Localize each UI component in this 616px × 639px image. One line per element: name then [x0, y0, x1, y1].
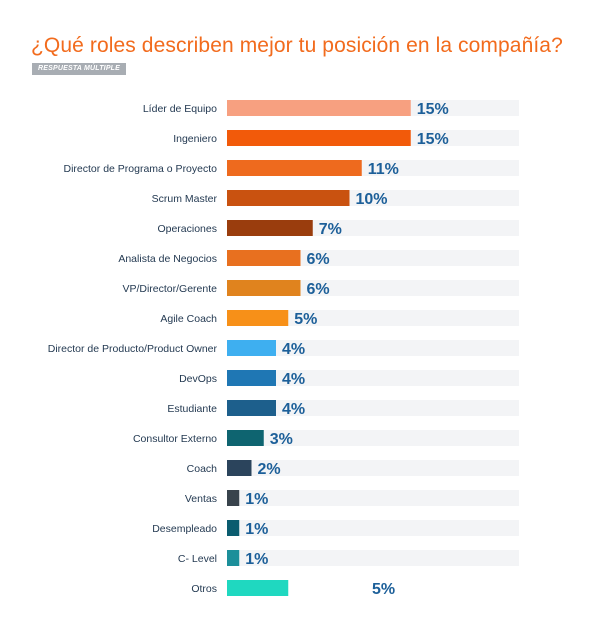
bar-c-level: [227, 550, 240, 566]
bar-analista-de-negocios: [227, 250, 301, 266]
value-label-ingeniero: 15%: [417, 131, 449, 148]
value-label-lider-de-equipo: 15%: [417, 101, 449, 118]
bar-track-coach: [227, 460, 519, 476]
bar-director-de-programa-o-proyecto: [227, 160, 362, 176]
category-label-coach: Coach: [187, 463, 218, 475]
category-label-ingeniero: Ingeniero: [173, 133, 217, 145]
value-label-director-de-programa-o-proyecto: 11%: [368, 161, 399, 178]
bar-agile-coach: [227, 310, 289, 326]
category-label-analista-de-negocios: Analista de Negocios: [118, 253, 217, 265]
category-label-vp-director-gerente: VP/Director/Gerente: [122, 283, 217, 295]
category-label-devops: DevOps: [179, 373, 217, 385]
bar-track-devops: [227, 370, 519, 386]
category-label-director-de-programa-o-proyecto: Director de Programa o Proyecto: [64, 163, 218, 175]
value-label-ventas: 1%: [245, 491, 268, 508]
value-label-analista-de-negocios: 6%: [307, 251, 330, 268]
value-label-devops: 4%: [282, 371, 305, 388]
bar-desempleado: [227, 520, 240, 536]
bar-devops: [227, 370, 276, 386]
category-label-scrum-master: Scrum Master: [152, 193, 218, 205]
bar-consultor-externo: [227, 430, 264, 446]
category-label-lider-de-equipo: Líder de Equipo: [143, 103, 217, 115]
value-label-coach: 2%: [258, 461, 281, 478]
bar-track-ventas: [227, 490, 519, 506]
value-label-desempleado: 1%: [245, 521, 268, 538]
chart-title: ¿Qué roles describen mejor tu posición e…: [31, 34, 563, 57]
bar-otros: [227, 580, 289, 596]
bar-track-c-level: [227, 550, 519, 566]
value-label-scrum-master: 10%: [356, 191, 388, 208]
value-label-otros: 5%: [372, 581, 395, 598]
category-label-estudiante: Estudiante: [167, 403, 217, 415]
bar-estudiante: [227, 400, 276, 416]
category-label-agile-coach: Agile Coach: [160, 313, 217, 325]
bar-ventas: [227, 490, 240, 506]
bar-operaciones: [227, 220, 313, 236]
category-label-ventas: Ventas: [185, 493, 217, 505]
category-label-otros: Otros: [191, 583, 217, 595]
bar-vp-director-gerente: [227, 280, 301, 296]
value-label-vp-director-gerente: 6%: [307, 281, 330, 298]
value-label-operaciones: 7%: [319, 221, 342, 238]
value-label-consultor-externo: 3%: [270, 431, 293, 448]
bar-track-agile-coach: [227, 310, 519, 326]
category-label-consultor-externo: Consultor Externo: [133, 433, 217, 445]
value-label-agile-coach: 5%: [294, 311, 317, 328]
bar-track-consultor-externo: [227, 430, 519, 446]
bar-lider-de-equipo: [227, 100, 411, 116]
bar-scrum-master: [227, 190, 350, 206]
value-label-director-de-producto-product-owner: 4%: [282, 341, 305, 358]
value-label-c-level: 1%: [245, 551, 268, 568]
category-label-operaciones: Operaciones: [157, 223, 217, 235]
bar-director-de-producto-product-owner: [227, 340, 276, 356]
multiple-response-badge: RESPUESTA MÚLTIPLE: [32, 63, 127, 75]
category-label-desempleado: Desempleado: [152, 523, 217, 535]
category-label-director-de-producto-product-owner: Director de Producto/Product Owner: [48, 343, 218, 355]
category-label-c-level: C- Level: [178, 553, 217, 565]
bar-coach: [227, 460, 252, 476]
value-label-estudiante: 4%: [282, 401, 305, 418]
bar-ingeniero: [227, 130, 411, 146]
bar-track-desempleado: [227, 520, 519, 536]
bar-track-director-de-producto-product-owner: [227, 340, 519, 356]
bar-track-estudiante: [227, 400, 519, 416]
